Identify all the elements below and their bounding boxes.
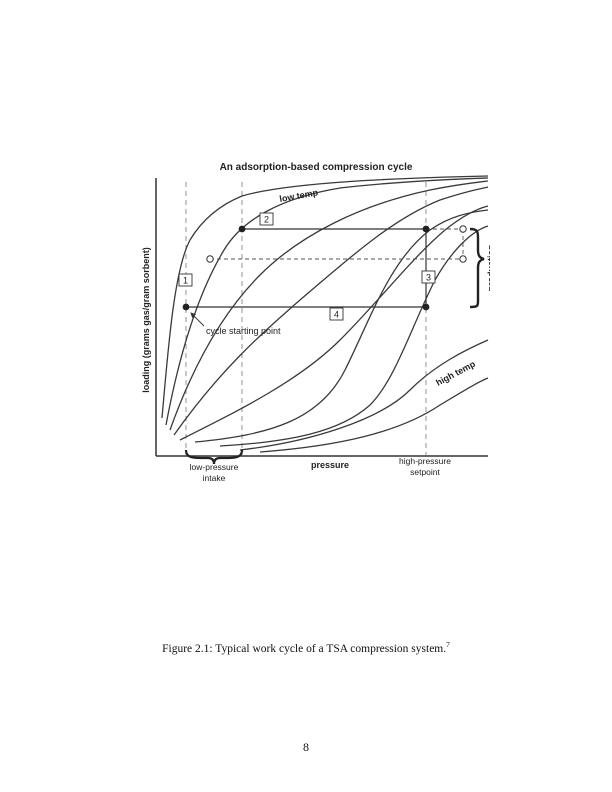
isotherm-high-temp-a [239,339,489,451]
step-label-4-text: 4 [334,310,339,320]
figure-background [140,150,490,500]
cycle-diagram: An adsorption-based compression cycle lo… [140,150,490,500]
setpoint-label-line2: setpoint [410,467,440,477]
caption-text: Figure 2.1: Typical work cycle of a TSA … [162,642,447,655]
step-label-1: 1 [178,273,193,287]
x-axis-label: pressure [311,460,349,470]
isotherm-3 [169,180,489,431]
cycle-point-2 [238,225,246,233]
caption-reference: 7 [446,640,450,649]
production-label: production [486,245,490,292]
production-dashed-lines [210,228,464,260]
cycle-start-point [182,303,190,311]
isotherm-6 [194,209,489,443]
isotherm-7 [219,225,489,447]
open-point-left [206,255,214,263]
open-point-top-right [459,225,467,233]
step-label-2: 2 [259,212,274,226]
open-point-right [459,255,467,263]
tsa-cycle-figure: An adsorption-based compression cycle lo… [140,150,490,500]
page-number: 8 [303,740,309,754]
step-label-3-text: 3 [426,273,431,283]
intake-label-line1: low-pressure [190,462,239,472]
intake-label-line2: intake [203,473,226,483]
isotherm-4 [173,186,489,436]
isotherm-low-temp [161,175,489,419]
isotherm-5 [179,205,489,441]
cycle-lines [186,228,427,308]
setpoint-label-line1: high-pressure [399,456,451,466]
cycle-start-label: cycle starting point [206,326,281,336]
y-axis-label: loading (grams gas/gram sorbent) [141,247,151,393]
isotherm-high-temp [259,377,489,453]
isotherm-curves [161,175,489,453]
step-label-3: 3 [421,270,436,284]
figure-caption: Figure 2.1: Typical work cycle of a TSA … [0,640,612,655]
intake-brace [184,449,244,465]
cycle-point-3 [422,225,430,233]
production-brace [469,227,485,309]
cycle-point-4 [422,303,430,311]
figure-title: An adsorption-based compression cycle [220,162,413,173]
cycle-start-arrow [190,312,205,327]
step-label-2-text: 2 [264,215,269,225]
step-label-4: 4 [329,307,344,321]
step-label-1-text: 1 [183,276,188,286]
